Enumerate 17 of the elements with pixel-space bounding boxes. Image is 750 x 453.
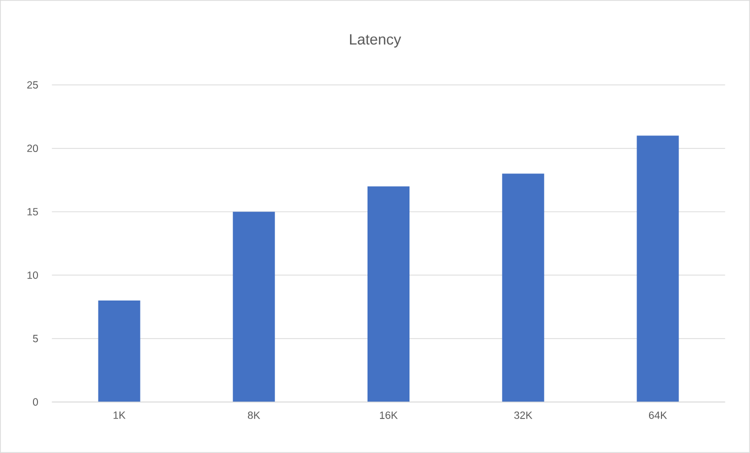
bar bbox=[98, 300, 140, 402]
y-tick-label: 5 bbox=[32, 334, 38, 342]
x-tick-label: 64K bbox=[649, 412, 667, 419]
y-tick-label: 10 bbox=[28, 272, 38, 279]
bar bbox=[368, 186, 410, 402]
x-tick-label: 1K bbox=[114, 412, 126, 419]
bar bbox=[232, 212, 275, 402]
x-tick-label: 32K bbox=[514, 412, 532, 419]
y-tick-label: 15 bbox=[28, 208, 38, 216]
x-tick-label: 16K bbox=[380, 412, 398, 419]
chart-title: Latency bbox=[350, 34, 402, 48]
y-tick-label: 25 bbox=[27, 81, 38, 89]
bar bbox=[636, 136, 679, 402]
bar bbox=[502, 174, 544, 402]
y-tick-label: 20 bbox=[27, 144, 38, 152]
y-tick-label: 0 bbox=[32, 398, 38, 406]
x-tick-label: 8K bbox=[248, 412, 260, 419]
